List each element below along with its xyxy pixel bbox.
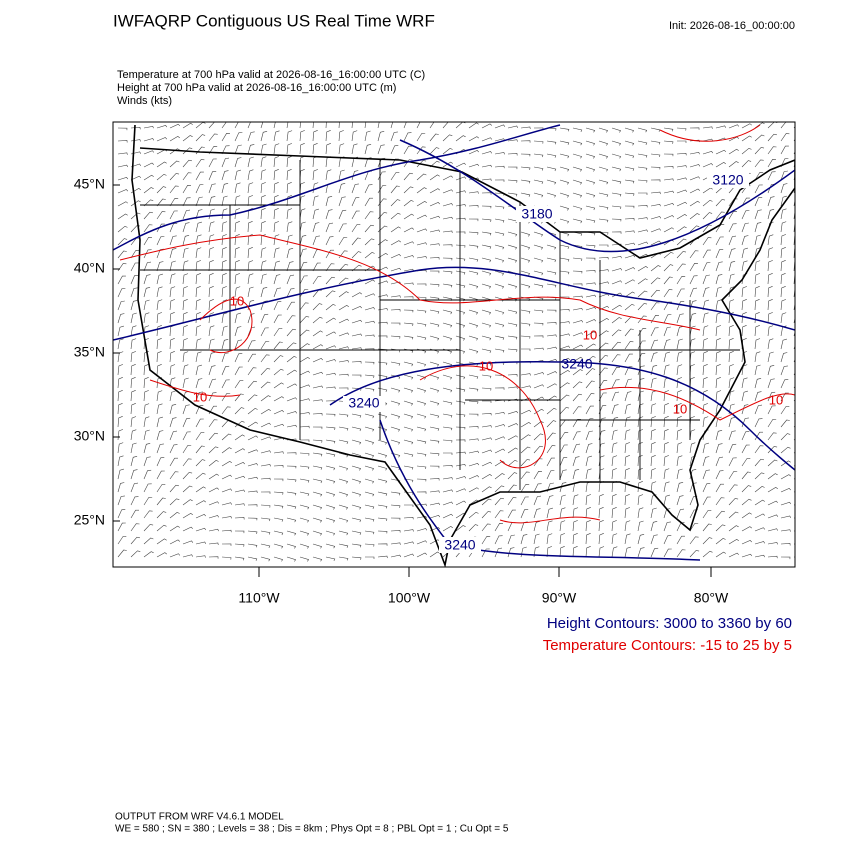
height-legend: Height Contours: 3000 to 3360 by 60 [547, 615, 792, 632]
footer-model: OUTPUT FROM WRF V4.6.1 MODEL [115, 812, 284, 823]
wind-barb-field [117, 122, 795, 562]
height-contour-label: 3240 [561, 356, 592, 372]
lat-label: 40°N [74, 260, 105, 276]
lon-label: 80°W [694, 590, 729, 606]
height-contour-label: 3120 [712, 172, 743, 188]
height-contour [399, 139, 795, 253]
temperature-contour [419, 365, 795, 469]
footer-settings: WE = 580 ; SN = 380 ; Levels = 38 ; Dis … [115, 824, 509, 835]
height-contour-label: 3180 [521, 206, 552, 222]
label-box [439, 537, 481, 553]
temperature-contour [119, 234, 701, 331]
state-borders [140, 160, 740, 490]
field-label: Winds (kts) [117, 95, 172, 107]
title: IWFAQRP Contiguous US Real Time WRF [113, 11, 435, 30]
map: 3120 3180 3240 3240 3240 10 10 10 10 10 … [113, 122, 795, 567]
lat-label: 30°N [74, 428, 105, 444]
height-contour [113, 124, 561, 251]
lat-label: 35°N [74, 344, 105, 360]
temperature-contour-label: 10 [230, 293, 244, 308]
lat-label: 25°N [74, 512, 105, 528]
temperature-contour-label: 10 [193, 389, 207, 404]
init-time: Init: 2026-08-16_00:00:00 [669, 20, 795, 32]
us-outline [131, 124, 795, 567]
map-axes: 45°N 40°N 35°N 30°N 25°N 110°W 100°W 90°W 80°W [74, 176, 729, 606]
temperature-contour-label: 10 [583, 327, 597, 342]
lon-label: 100°W [388, 590, 431, 606]
lon-label: 90°W [542, 590, 577, 606]
temperature-contour-label: 10 [673, 401, 687, 416]
temperature-legend: Temperature Contours: -15 to 25 by 5 [543, 637, 792, 654]
label-box [707, 172, 749, 188]
field-label: Temperature at 700 hPa valid at 2026-08-… [117, 69, 425, 81]
temperature-contour-label: 10 [769, 392, 783, 407]
lon-label: 110°W [238, 590, 280, 606]
height-contour-label: 3240 [444, 537, 475, 553]
wind-barbs [117, 122, 795, 562]
field-label: Height at 700 hPa valid at 2026-08-16_16… [117, 82, 396, 94]
height-contour [113, 266, 795, 341]
lat-label: 45°N [74, 176, 105, 192]
label-box [343, 396, 385, 412]
height-contour-label: 3240 [348, 395, 379, 411]
label-box [516, 206, 558, 222]
height-contour [329, 361, 795, 471]
map-frame [112, 121, 796, 568]
temperature-contour [499, 124, 761, 524]
temperature-contour-label: 10 [479, 358, 493, 373]
temperature-contour [149, 298, 253, 397]
